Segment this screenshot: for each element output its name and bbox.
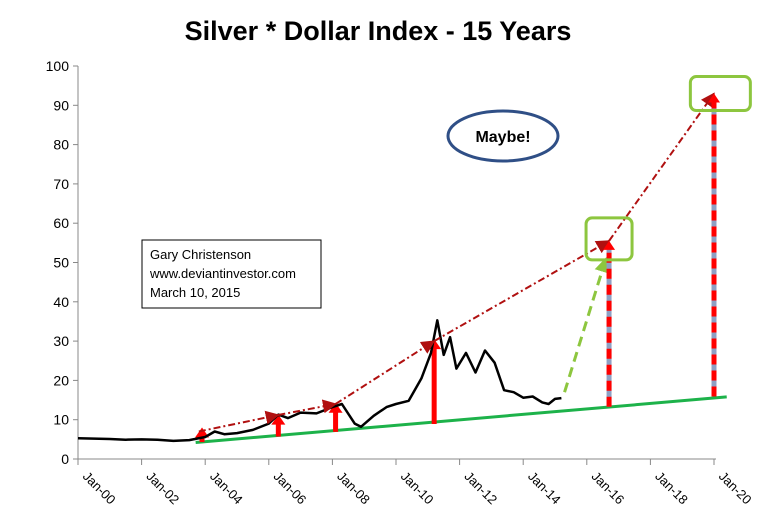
y-tick-label: 50: [53, 255, 69, 271]
x-axis: Jan-00 Jan-02 Jan-04 Jan-06 Jan-08 Jan-10 Jan-…: [77, 458, 755, 508]
chart-title: Silver * Dollar Index - 15 Years: [185, 16, 572, 46]
maybe-label: Maybe!: [475, 129, 530, 146]
info-box-frame: [141, 239, 322, 309]
y-tick-label: 60: [53, 215, 69, 231]
trend-line-segment: [433, 240, 611, 342]
maybe-ellipse: [446, 109, 560, 163]
green-projection-arrow: [563, 257, 610, 393]
red-up-arrow-head: [195, 427, 210, 438]
y-tick-label: 70: [53, 176, 69, 192]
target-box: [584, 216, 634, 262]
y-tick-label: 10: [53, 412, 69, 428]
support-line-layer: [195, 339, 727, 444]
info-box-date: March 10, 2015: [150, 285, 240, 300]
support-line: [195, 395, 727, 444]
y-tick-label: 40: [53, 294, 69, 310]
series-layer: [77, 319, 562, 443]
x-tick-label: Jan-04: [207, 469, 246, 508]
x-tick-label: Jan-06: [271, 469, 310, 508]
trend-line-segment: [335, 340, 436, 405]
target-box: [688, 75, 752, 113]
y-tick-label: 90: [53, 97, 69, 113]
target-arrow-head: [708, 93, 720, 103]
y-tick-label: 0: [61, 451, 69, 467]
x-tick-label: Jan-00: [80, 469, 119, 508]
y-tick-label: 30: [53, 333, 69, 349]
info-box-website: www.deviantinvestor.com: [149, 266, 296, 281]
trend-line-segment: [608, 92, 715, 242]
y-tick-label: 100: [46, 58, 70, 74]
x-tick-label: Jan-08: [334, 469, 373, 508]
x-tick-label: Jan-02: [143, 469, 182, 508]
x-tick-label: Jan-14: [525, 469, 564, 508]
info-box: Gary Christenson www.deviantinvestor.com…: [141, 239, 322, 309]
x-tick-label: Jan-16: [589, 469, 628, 508]
info-box-author: Gary Christenson: [150, 247, 251, 262]
x-tick-label: Jan-20: [716, 469, 755, 508]
x-tick-label: Jan-18: [652, 469, 691, 508]
price-series-line: [77, 319, 562, 443]
trend-line-segment: [278, 399, 337, 416]
trend-line-segment: [198, 410, 280, 433]
y-tick-label: 80: [53, 137, 69, 153]
x-tick-label: Jan-12: [461, 469, 500, 508]
maybe-callout: Maybe!: [446, 109, 560, 163]
target-arrow-head: [603, 240, 616, 250]
x-tick-label: Jan-10: [398, 469, 437, 508]
y-tick-label: 20: [53, 372, 69, 388]
y-axis: 0 10 20 30 40 50 60 70 80 90 100: [46, 58, 79, 467]
annotation-layer: [198, 75, 752, 433]
